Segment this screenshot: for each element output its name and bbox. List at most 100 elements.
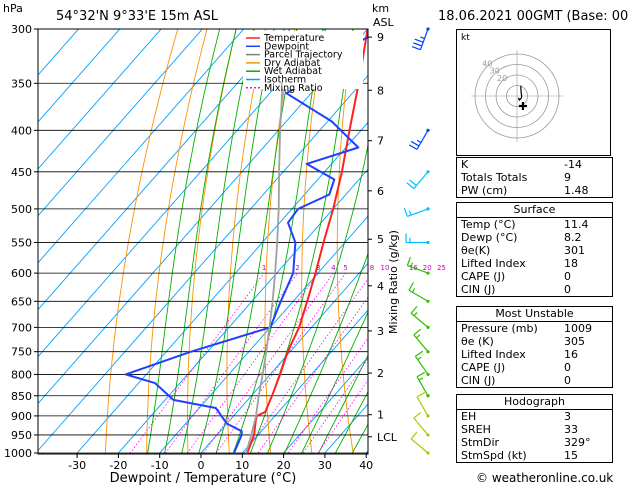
asl-label: ASL [373, 16, 394, 29]
mixing-ratio-label: 3 [316, 264, 320, 272]
mixing-ratio-label: 1 [262, 264, 266, 272]
index-label: EH [461, 410, 477, 423]
index-value: 15 [564, 449, 578, 462]
index-label: Lifted Index [461, 348, 526, 361]
surface-title: Surface [457, 203, 612, 218]
index-row: Dewp (°C) 8.2 [457, 231, 593, 244]
wind-barb-flag [409, 179, 417, 187]
wind-barb [410, 305, 430, 329]
wind-barb-station [426, 128, 430, 132]
wind-barb-station [426, 372, 430, 377]
wind-barb [410, 431, 430, 455]
legend-item-label: Mixing Ratio [264, 83, 323, 94]
index-label: CIN (J) [461, 374, 496, 387]
isotherm-line [38, 74, 368, 452]
wet-adiabat-line [163, 29, 237, 454]
surface-box: Surface Temp (°C) 11.4 Dewp (°C) 8.2 θe(K) 30… [456, 202, 613, 297]
index-label: StmDir [461, 436, 500, 449]
mixing-ratio-line [129, 272, 265, 454]
isotherm-line [38, 29, 204, 217]
index-value: 0 [564, 361, 571, 374]
index-row: CAPE (J) 0 [457, 361, 596, 374]
temperature-tick-label: -10 [151, 459, 169, 472]
dry-adiabat-line [301, 29, 325, 454]
wind-barb-half-flag [408, 210, 412, 216]
wind-barb-flag [413, 42, 423, 47]
dry-adiabat-line [146, 29, 208, 454]
wet-adiabat-line [146, 29, 221, 454]
index-row: Pressure (mb) 1009 [457, 322, 596, 335]
hpa-label: hPa [3, 2, 23, 15]
index-label: CAPE (J) [461, 361, 506, 374]
index-value: 0 [564, 270, 571, 283]
hodograph-ring-label: 30 [490, 67, 500, 76]
index-value: 1.48 [564, 184, 589, 197]
mixing-ratio-label: 20 [423, 264, 432, 272]
parcel-trajectory-trace [244, 29, 291, 454]
temperature-tick-label: 0 [198, 459, 205, 472]
index-label: Temp (°C) [461, 218, 516, 231]
index-label: K [461, 158, 469, 171]
mixing-ratio-line [202, 272, 334, 454]
index-label: θe (K) [461, 335, 494, 348]
index-value: 11.4 [564, 218, 589, 231]
wind-barb [408, 128, 430, 150]
index-label: CIN (J) [461, 283, 496, 296]
wind-barb [408, 282, 430, 303]
pressure-tick-label: 450 [11, 166, 32, 179]
dry-adiabat-line [336, 29, 354, 454]
index-value: -14 [564, 158, 582, 171]
wind-barb-station [426, 325, 430, 329]
index-label: PW (cm) [461, 184, 508, 197]
wind-barb [414, 350, 430, 377]
wet-adiabat-line [266, 142, 368, 454]
hodograph-box-title: Hodograph [457, 395, 612, 410]
pressure-tick-label: 650 [11, 295, 32, 308]
index-row: SREH 33 [457, 423, 595, 436]
index-row: CAPE (J) 0 [457, 270, 593, 283]
altitude-tick-label: 9 [377, 31, 384, 44]
wind-barb-half-flag [418, 377, 424, 381]
wind-barb-flag [414, 38, 424, 43]
altitude-tick-label: 2 [377, 367, 384, 380]
wind-barb-flag [413, 411, 422, 419]
pressure-tick-label: 600 [11, 267, 32, 280]
index-row: θe (K) 305 [457, 335, 596, 348]
wind-barb-staff [410, 438, 429, 454]
index-value: 3 [564, 410, 571, 423]
most-unstable-box: Most Unstable Pressure (mb) 1009 θe (K) 305… [456, 306, 613, 388]
km-label: km [372, 2, 390, 15]
wind-barb-half-flag [413, 311, 418, 317]
pressure-tick-label: 350 [11, 77, 32, 90]
wet-adiabat-line [232, 29, 324, 454]
mixing-ratio-line [317, 379, 368, 454]
index-label: Pressure (mb) [461, 322, 538, 335]
most-unstable-table: Pressure (mb) 1009 θe (K) 305 Lifted Index 16… [457, 322, 596, 387]
isotherm-line [392, 17, 456, 470]
temperature-tick-label: -30 [68, 459, 86, 472]
altitude-tick-label: 5 [377, 233, 384, 246]
index-value: 8.2 [564, 231, 582, 244]
mixing-ratio-label: 5 [343, 264, 347, 272]
wind-barb-station [426, 394, 430, 398]
legend-item-label: Dry Adiabat [264, 58, 321, 69]
pressure-tick-label: 750 [11, 346, 32, 359]
mixing-ratio-label: 10 [381, 264, 390, 272]
mixing-ratio-axis-label: Mixing Ratio (g/kg) [387, 230, 400, 334]
index-row: StmSpd (kt) 15 [457, 449, 595, 462]
wind-barb-flag [415, 350, 424, 357]
index-value: 18 [564, 257, 578, 270]
wind-barb [405, 233, 430, 245]
legend-item-label: Isotherm [264, 75, 306, 86]
wind-barb [413, 411, 430, 437]
wet-adiabat-line [181, 29, 255, 454]
wind-barb-staff [419, 28, 429, 50]
datetime-title: 18.06.2021 00GMT (Base: 00) [438, 9, 629, 24]
mixing-ratio-line [164, 272, 298, 454]
hodograph-ring-label: 20 [497, 74, 507, 83]
dewpoint-trace [124, 36, 368, 454]
credit-footer: © weatheronline.co.uk [476, 471, 614, 485]
wind-barb-half-flag [410, 262, 414, 268]
wind-barb-half-flag [416, 334, 421, 339]
indices-top-box: K -14 Totals Totals 9 PW (cm) 1.48 [456, 157, 613, 198]
